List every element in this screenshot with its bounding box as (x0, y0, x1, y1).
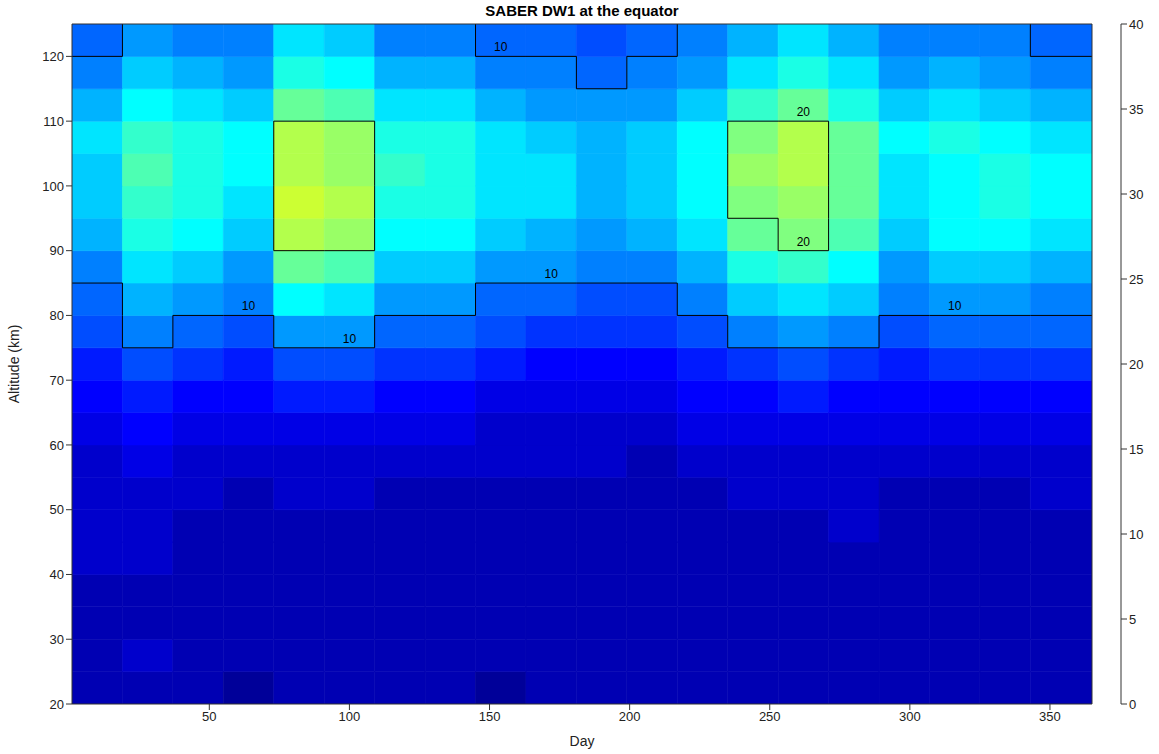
svg-text:10: 10 (948, 299, 962, 313)
html-text:SABER DW1 at the equator: SABER DW1 at the equator (485, 2, 679, 19)
svg-text:60: 60 (50, 438, 64, 453)
svg-text:250: 250 (759, 709, 781, 724)
svg-text:150: 150 (479, 709, 501, 724)
svg-text:30: 30 (50, 632, 64, 647)
svg-text:20: 20 (797, 105, 811, 119)
svg-text:35: 35 (1129, 102, 1143, 117)
svg-text:10: 10 (242, 299, 256, 313)
svg-text:100: 100 (42, 179, 64, 194)
svg-text:20: 20 (797, 235, 811, 249)
svg-text:50: 50 (202, 709, 216, 724)
svg-text:10: 10 (544, 267, 558, 281)
svg-text:80: 80 (50, 308, 64, 323)
svg-text:50: 50 (50, 502, 64, 517)
svg-text:40: 40 (50, 567, 64, 582)
svg-text:90: 90 (50, 243, 64, 258)
svg-text:200: 200 (619, 709, 641, 724)
svg-text:Day: Day (570, 733, 595, 749)
svg-text:70: 70 (50, 373, 64, 388)
svg-text:10: 10 (494, 40, 508, 54)
svg-text:5: 5 (1129, 612, 1136, 627)
svg-text:20: 20 (50, 697, 64, 712)
svg-text:25: 25 (1129, 272, 1143, 287)
svg-text:300: 300 (899, 709, 921, 724)
svg-text:120: 120 (42, 49, 64, 64)
svg-text:40: 40 (1129, 17, 1143, 32)
svg-text:Altitude (km): Altitude (km) (6, 325, 22, 404)
svg-text:110: 110 (43, 114, 64, 129)
svg-text:15: 15 (1129, 442, 1143, 457)
svg-text:30: 30 (1129, 187, 1143, 202)
svg-text:20: 20 (1129, 357, 1143, 372)
svg-text:0: 0 (1129, 697, 1136, 712)
svg-text:100: 100 (339, 709, 361, 724)
svg-text:350: 350 (1039, 709, 1061, 724)
svg-text:10: 10 (343, 332, 357, 346)
svg-text:10: 10 (1129, 527, 1143, 542)
